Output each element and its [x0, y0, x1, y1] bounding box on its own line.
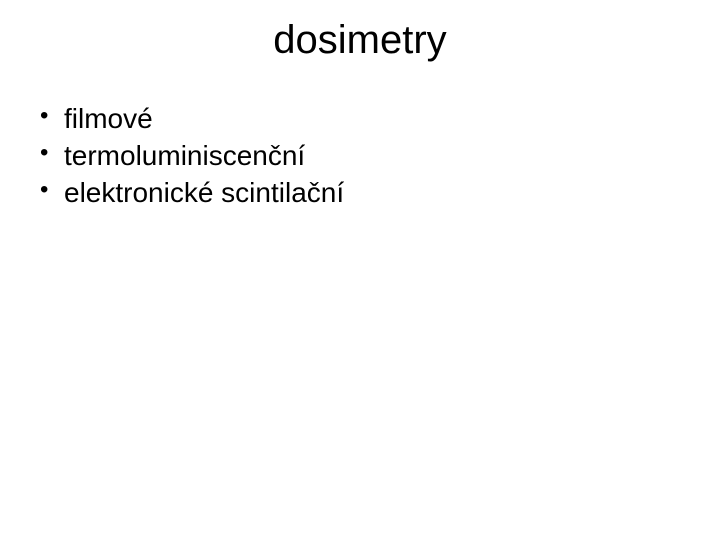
slide-title: dosimetry — [0, 0, 720, 63]
list-item: filmové — [36, 101, 720, 136]
bullet-list: filmové termoluminiscenční elektronické … — [36, 101, 720, 210]
list-item: termoluminiscenční — [36, 138, 720, 173]
slide: dosimetry filmové termoluminiscenční ele… — [0, 0, 720, 540]
list-item: elektronické scintilační — [36, 175, 720, 210]
